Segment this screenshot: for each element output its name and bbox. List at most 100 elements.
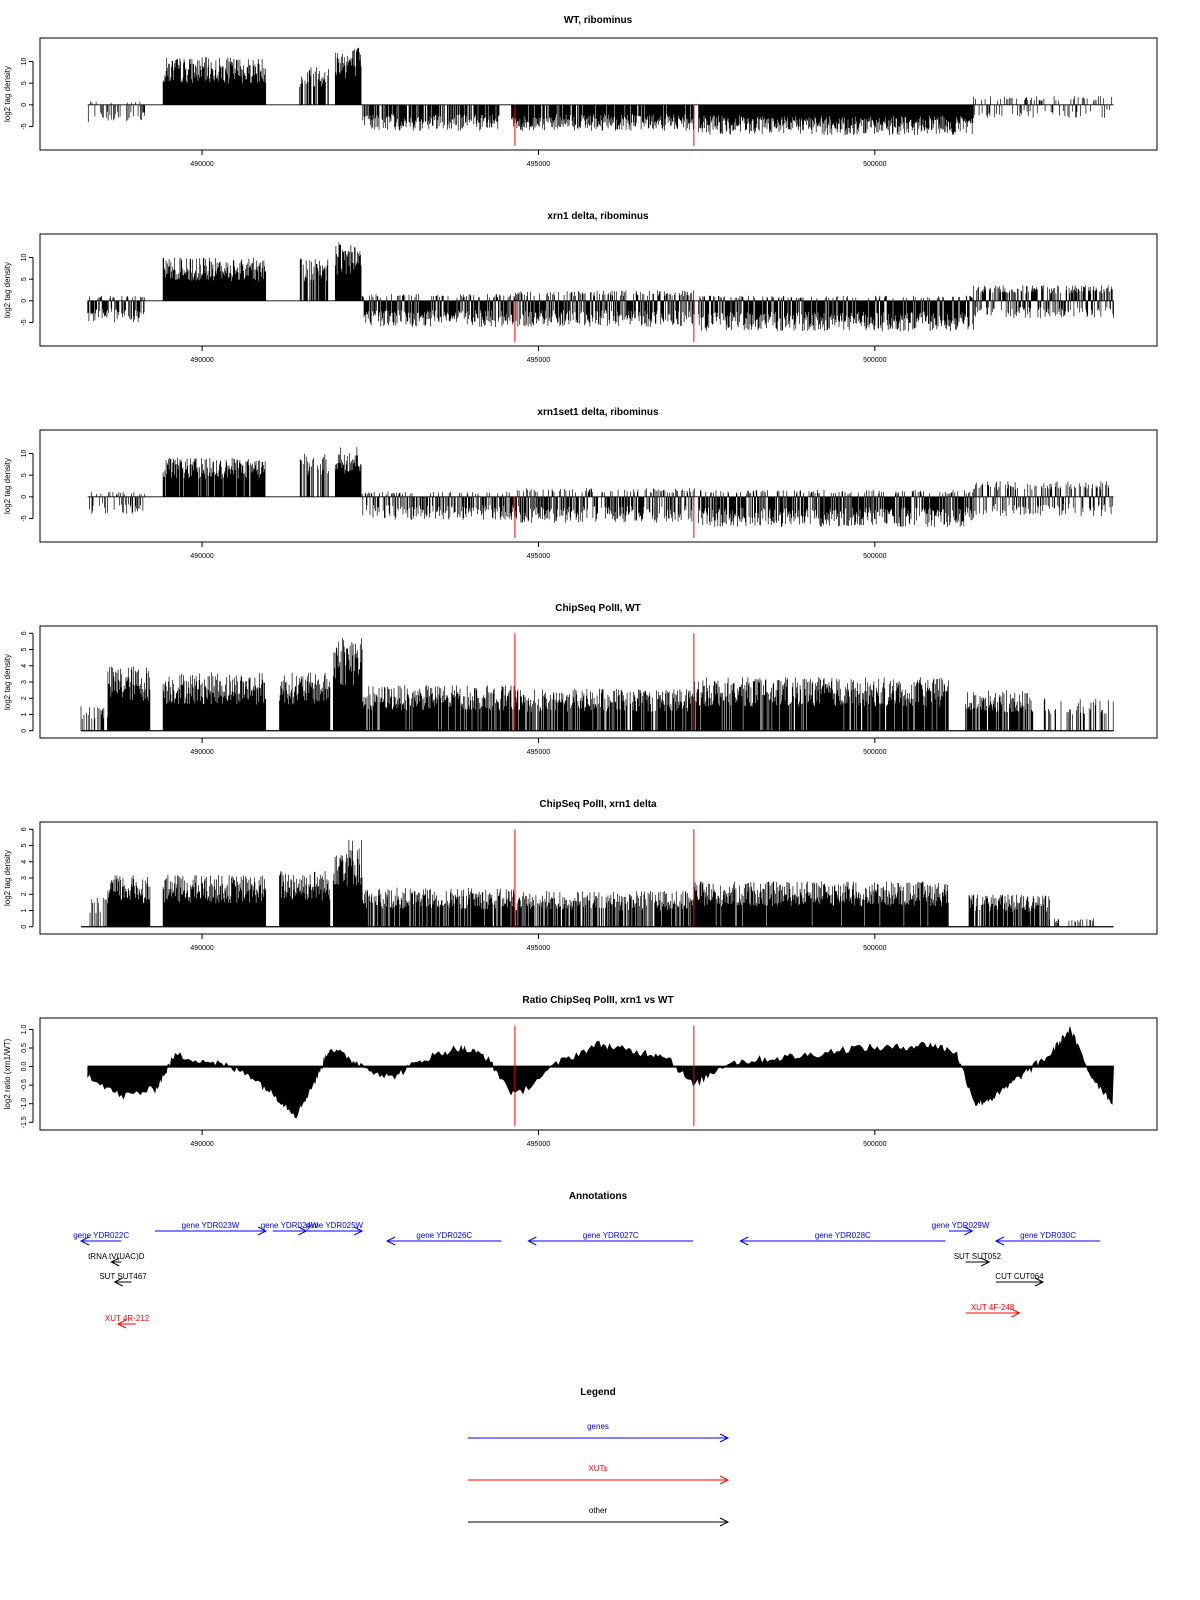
x-tick-label: 490000 — [190, 161, 213, 168]
ratio-profile — [87, 1026, 1114, 1119]
signal-bars-7 — [698, 490, 974, 527]
feature-label: CUT CUT064 — [995, 1272, 1044, 1281]
feature-label: gene YDR028C — [815, 1231, 871, 1240]
signal-bars-4 — [334, 447, 362, 497]
y-tick-label: -5 — [21, 515, 28, 521]
y-tick-label: 2 — [21, 892, 28, 896]
signal-bars-1 — [89, 897, 108, 927]
feature-label: gene YDR023W — [182, 1221, 240, 1230]
legend-item: genes — [468, 1422, 730, 1443]
legend-label: genes — [587, 1422, 609, 1431]
legend-arrow-head — [719, 1433, 730, 1443]
annotation-feature: SUT SUT467 — [99, 1272, 147, 1287]
plot-frame — [39, 821, 1158, 935]
signal-bars-8 — [973, 481, 1113, 517]
signal-bars-10 — [1043, 698, 1114, 731]
signal-bars-4 — [334, 47, 362, 105]
y-tick-label: 10 — [21, 450, 28, 458]
annotation-feature: XUT 4F-248 — [965, 1303, 1021, 1318]
feature-label: XUT 4R-212 — [105, 1314, 150, 1323]
x-tick-label: 495000 — [527, 749, 550, 756]
chart-panel-2: xrn1 delta, ribominus log2 tag density -5 0… — [3, 211, 1158, 364]
feature-label: gene YDR029W — [932, 1221, 990, 1230]
signal-bars-3 — [162, 874, 267, 927]
y-tick-label: -5 — [21, 319, 28, 325]
y-axis-label: log2 ratio (xrn1/WT) — [3, 1038, 12, 1109]
signal-bars-9 — [968, 894, 1050, 927]
feature-arrow-head — [527, 1236, 537, 1246]
y-tick-label: 0 — [21, 729, 28, 733]
y-tick-label: 6 — [21, 827, 28, 831]
y-tick-label: 1.0 — [21, 1024, 28, 1034]
y-tick-label: 10 — [21, 254, 28, 262]
y-tick-label: 5 — [21, 843, 28, 847]
annotation-feature: gene YDR026C — [385, 1231, 502, 1246]
annotations-title: Annotations — [569, 1191, 628, 1202]
feature-arrow-head — [1034, 1277, 1045, 1287]
y-tick-label: 1 — [21, 908, 28, 912]
signal-bars-5 — [332, 637, 363, 731]
x-tick-label: 490000 — [190, 1141, 213, 1148]
signal-bars-6 — [514, 290, 695, 327]
annotations-track: Annotations gene YDR022C gene YDR023W gene … — [73, 1191, 1101, 1329]
chart-panel-5: ChipSeq PolII, xrn1 delta log2 tag densit… — [3, 799, 1158, 952]
signal-bars-1 — [87, 101, 146, 122]
x-tick-label: 500000 — [863, 1141, 886, 1148]
legend-label: XUTs — [588, 1464, 607, 1473]
x-tick-label: 500000 — [863, 357, 886, 364]
feature-arrow-head — [79, 1236, 90, 1246]
feature-label: SUT SUT052 — [954, 1252, 1002, 1261]
signal-bars-1 — [87, 295, 146, 323]
signal-bars-2 — [162, 57, 267, 105]
feature-arrow-head — [980, 1257, 991, 1267]
signal-bars-4 — [279, 871, 331, 927]
x-tick-label: 495000 — [527, 1141, 550, 1148]
x-tick-label: 490000 — [190, 357, 213, 364]
feature-label: gene YDR026C — [416, 1231, 472, 1240]
y-tick-label: 0 — [21, 299, 28, 303]
feature-arrow-head — [257, 1226, 268, 1236]
legend-title: Legend — [580, 1387, 616, 1398]
panel-title: xrn1set1 delta, ribominus — [537, 407, 659, 418]
signal-bars-8 — [694, 881, 949, 927]
legend-arrow-head — [719, 1475, 730, 1485]
feature-arrow-head — [110, 1257, 120, 1267]
legend: Legend genes XUTs other — [468, 1387, 730, 1527]
legend-item: XUTs — [468, 1464, 730, 1485]
legend-label: other — [589, 1506, 608, 1515]
feature-arrow-head — [353, 1226, 364, 1236]
x-tick-label: 490000 — [190, 945, 213, 952]
y-tick-label: 0 — [21, 495, 28, 499]
annotation-feature: XUT 4R-212 — [105, 1314, 150, 1329]
y-tick-label: 4 — [21, 860, 28, 864]
signal-bars-2 — [107, 666, 151, 731]
signal-bars-6 — [361, 685, 515, 731]
y-tick-label: -1.5 — [21, 1116, 28, 1128]
signal-bars-3 — [162, 672, 267, 731]
y-tick-label: 5 — [21, 473, 28, 477]
y-tick-label: 0 — [21, 925, 28, 929]
signal-bars-3 — [299, 258, 329, 301]
signal-bars-8 — [694, 677, 949, 731]
signal-bars-5 — [362, 104, 500, 131]
y-tick-label: 0.5 — [21, 1043, 28, 1053]
signal-bars-7 — [698, 104, 974, 136]
x-tick-label: 500000 — [863, 945, 886, 952]
y-axis-label: log2 tag density — [3, 654, 12, 710]
feature-arrow-head — [113, 1277, 123, 1287]
annotation-feature: gene YDR030C — [994, 1231, 1101, 1246]
feature-arrow-head — [964, 1226, 974, 1236]
feature-arrow-head — [739, 1236, 749, 1246]
panel-title: WT, ribominus — [564, 15, 633, 26]
signal-bars-5 — [361, 294, 515, 327]
y-axis-label: log2 tag density — [3, 66, 12, 122]
panel-title: xrn1 delta, ribominus — [547, 211, 649, 222]
y-axis-label: log2 tag density — [3, 850, 12, 906]
y-tick-label: 5 — [21, 81, 28, 85]
y-tick-label: 5 — [21, 277, 28, 281]
annotation-feature: gene YDR022C — [73, 1231, 129, 1246]
signal-bars-3 — [299, 67, 329, 105]
x-tick-label: 500000 — [863, 161, 886, 168]
signal-bars-6 — [361, 887, 515, 927]
signal-bars-2 — [162, 457, 266, 497]
